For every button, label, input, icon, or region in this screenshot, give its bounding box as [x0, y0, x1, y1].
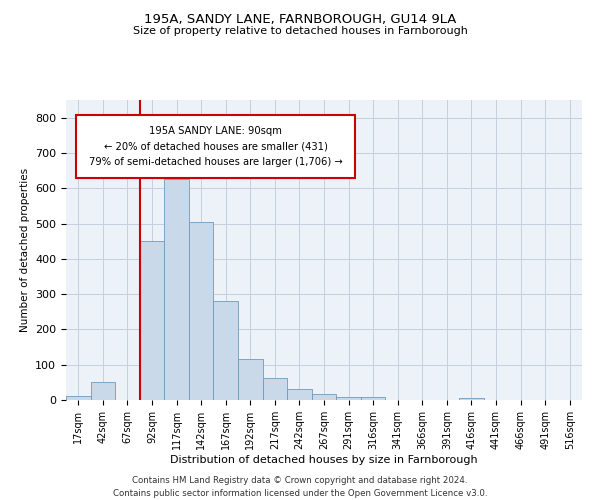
- Bar: [164, 180, 189, 400]
- Bar: [66, 396, 91, 400]
- Bar: [238, 360, 263, 400]
- Bar: [189, 222, 214, 400]
- Bar: [287, 388, 312, 400]
- Bar: [214, 301, 238, 400]
- Bar: [91, 382, 115, 400]
- Bar: [263, 378, 287, 400]
- Bar: [140, 241, 164, 400]
- Text: Contains HM Land Registry data © Crown copyright and database right 2024.
Contai: Contains HM Land Registry data © Crown c…: [113, 476, 487, 498]
- Text: 195A SANDY LANE: 90sqm
← 20% of detached houses are smaller (431)
79% of semi-de: 195A SANDY LANE: 90sqm ← 20% of detached…: [89, 126, 343, 166]
- Bar: [361, 397, 385, 400]
- Bar: [312, 394, 336, 400]
- X-axis label: Distribution of detached houses by size in Farnborough: Distribution of detached houses by size …: [170, 454, 478, 464]
- Bar: [336, 397, 361, 400]
- Y-axis label: Number of detached properties: Number of detached properties: [20, 168, 29, 332]
- Bar: [459, 398, 484, 400]
- FancyBboxPatch shape: [76, 115, 355, 178]
- Text: Size of property relative to detached houses in Farnborough: Size of property relative to detached ho…: [133, 26, 467, 36]
- Text: 195A, SANDY LANE, FARNBOROUGH, GU14 9LA: 195A, SANDY LANE, FARNBOROUGH, GU14 9LA: [144, 12, 456, 26]
